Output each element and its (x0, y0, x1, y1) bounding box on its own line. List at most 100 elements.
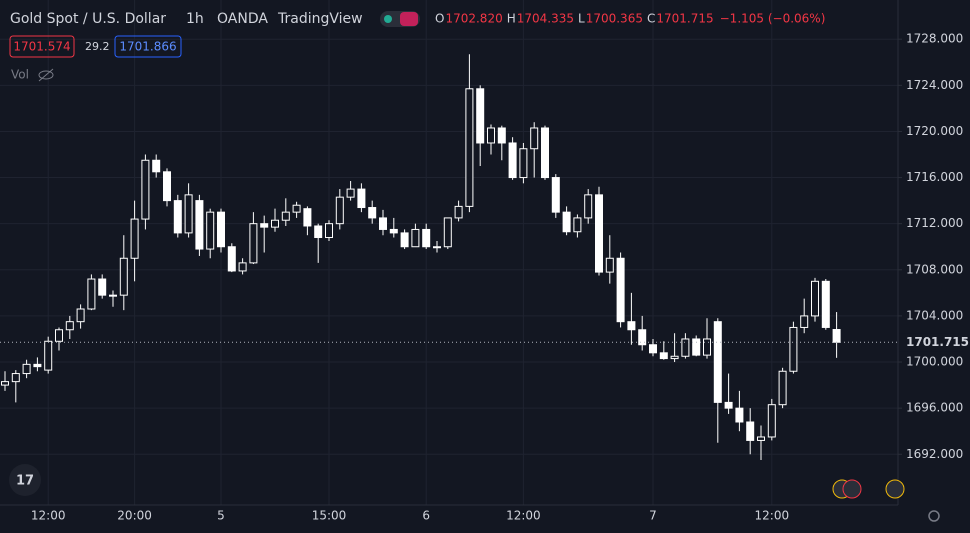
candle-body (130, 218, 139, 259)
candle-body (811, 280, 819, 317)
event-icon[interactable] (842, 479, 862, 499)
candle-body (724, 401, 733, 409)
candle-body (551, 177, 560, 213)
logo[interactable] (9, 464, 41, 496)
candle-body (443, 217, 452, 248)
candle-body (497, 127, 506, 144)
x-tick-label: 15:00 (312, 509, 347, 523)
bid-box[interactable] (9, 35, 75, 58)
candle-body (173, 200, 182, 234)
candle-body (206, 211, 215, 250)
candle-body (638, 329, 647, 346)
candle-body (141, 159, 150, 220)
y-tick-label: 1712.000 (906, 216, 963, 230)
y-tick-label: 1708.000 (906, 262, 963, 276)
candle-body (735, 407, 744, 423)
change: −1.105 (−0.06%) (720, 12, 826, 26)
status-flag (400, 12, 418, 26)
candle-body (11, 373, 20, 383)
candle-body (1, 381, 9, 386)
candle-body (746, 421, 755, 441)
candle-body (325, 223, 333, 239)
interval: 1h (186, 11, 204, 27)
candle-body (87, 278, 96, 310)
candle-body (55, 329, 63, 342)
candle-body (411, 228, 420, 248)
candle-body (713, 321, 722, 403)
candle-body (98, 278, 107, 296)
candle-body (541, 127, 549, 179)
candle-body (368, 207, 377, 219)
candle-body (465, 88, 474, 207)
status-dot (384, 15, 392, 23)
candles (0, 54, 898, 461)
x-tick-label: 6 (422, 509, 430, 523)
candle-body (767, 404, 776, 438)
candle-body (433, 246, 441, 249)
y-tick-label: 1724.000 (906, 78, 963, 92)
source: TradingView (277, 11, 363, 27)
candle-body (616, 257, 625, 323)
y-tick-label: 1716.000 (906, 170, 963, 184)
candle-body (789, 326, 798, 372)
candle-body (249, 223, 258, 264)
event-icon[interactable] (885, 479, 905, 499)
candle-body (184, 194, 193, 234)
candle-body (303, 208, 312, 227)
candle-body (195, 200, 204, 250)
candle-body (703, 338, 711, 356)
volume-label: Vol (11, 68, 29, 82)
candle-body (757, 436, 765, 441)
candle-body (379, 217, 387, 230)
ohlc: O 1702.820 H 1704.335 L 1700.365 C 1701.715 (435, 12, 714, 26)
ohlc-label: H (507, 12, 516, 26)
candle-body (832, 329, 841, 343)
ask: 1701.866 (119, 40, 176, 54)
candle-body (335, 196, 344, 225)
candle-body (217, 211, 225, 248)
candle-body (508, 142, 517, 179)
candle-body (573, 217, 582, 233)
candle-body (238, 262, 247, 272)
candle-body (260, 223, 269, 228)
candle-body (821, 280, 830, 328)
ohlc-label: O (435, 12, 444, 26)
candle-body (44, 340, 53, 371)
y-tick-label: 1704.000 (906, 308, 963, 322)
bid: 1701.574 (13, 40, 70, 54)
ohlc-value: 1700.365 (586, 12, 643, 26)
candle-body (422, 228, 431, 248)
logo-mark: 17 (16, 474, 34, 489)
exchange: OANDA (217, 11, 268, 27)
y-tick-label: 1692.000 (906, 447, 963, 461)
candle-body (119, 257, 128, 296)
ask-box[interactable] (114, 35, 182, 58)
candle-body (152, 159, 161, 173)
eye-icon[interactable] (38, 68, 54, 82)
candle-body (659, 352, 668, 360)
candle-body (109, 294, 117, 297)
candle-body (800, 315, 809, 328)
y-tick-label: 1728.000 (906, 32, 963, 46)
candle-body (400, 232, 409, 248)
candle-body (670, 355, 679, 360)
candle-body (389, 228, 398, 234)
candle-body (519, 148, 528, 179)
settings-icon[interactable] (928, 510, 940, 522)
candle-body (530, 127, 539, 150)
symbol: Gold Spot / U.S. Dollar (10, 11, 166, 27)
candle-body (357, 188, 366, 209)
last-price-label: 1701.715 (906, 335, 969, 349)
candle-body (314, 225, 323, 239)
candle-body (346, 188, 355, 198)
candle-body (292, 204, 301, 213)
candle-body (454, 205, 463, 219)
candle-body (163, 171, 171, 202)
candle-body (227, 246, 236, 272)
candle-body (487, 127, 495, 144)
candle-body (76, 308, 85, 323)
x-tick-label: 20:00 (117, 509, 152, 523)
y-tick-label: 1696.000 (906, 401, 963, 415)
ohlc-label: L (578, 12, 585, 26)
